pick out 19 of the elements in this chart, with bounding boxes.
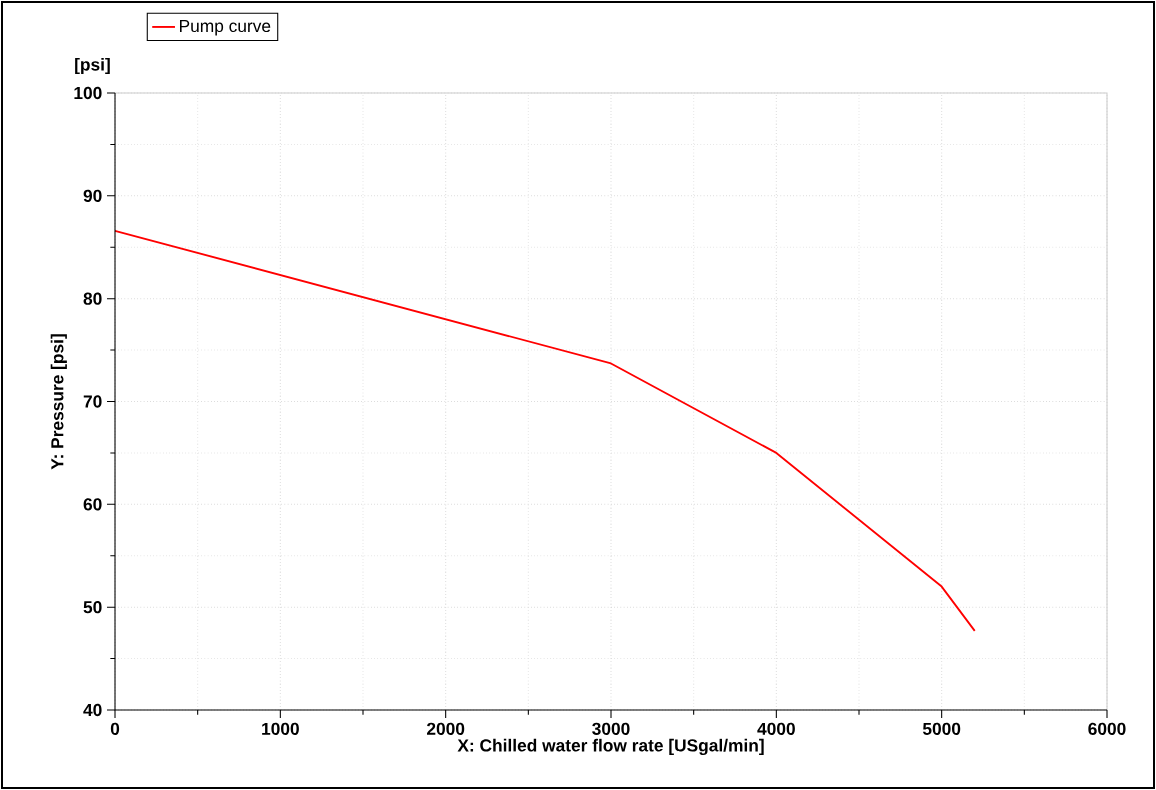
x-tick-label: 5000 — [922, 722, 961, 735]
legend-label: Pump curve — [180, 20, 271, 36]
x-tick-label: 6000 — [1088, 722, 1126, 735]
x-tick-label: 0 — [110, 722, 120, 735]
x-tick-label: 1000 — [262, 722, 299, 735]
y-tick-label: 70 — [83, 395, 102, 408]
x-axis-title: X: Chilled water flow rate [USgal/min] — [457, 738, 764, 756]
y-tick-label: 50 — [83, 601, 102, 614]
y-tick-label: 80 — [83, 292, 102, 305]
y-tick-label: 100 — [74, 86, 102, 100]
line-series — [114, 229, 976, 632]
y-tick-label: 60 — [83, 498, 102, 511]
x-tick-label: 3000 — [592, 722, 630, 735]
y-tick-label: 40 — [83, 703, 102, 717]
y-axis-title: Y: Pressure [psi] — [50, 334, 67, 470]
x-tick-label: 4000 — [757, 722, 795, 735]
y-tick-label: 90 — [83, 189, 102, 202]
x-tick-label: 2000 — [427, 722, 465, 735]
text: [psi] — [75, 57, 110, 75]
